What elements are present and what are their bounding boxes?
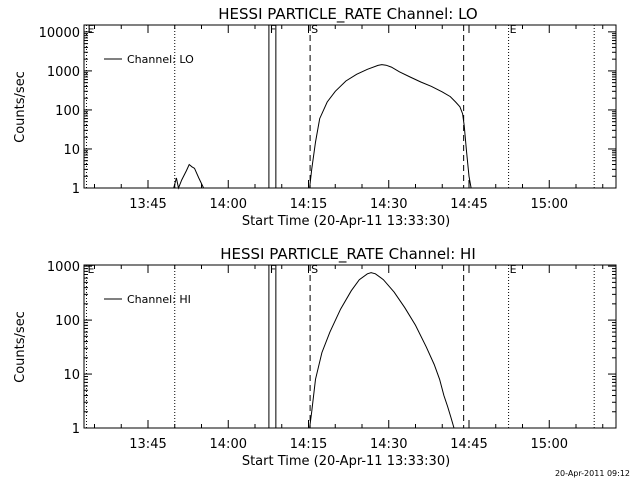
- x-tick-label: 14:30: [370, 437, 407, 452]
- x-tick-label: 15:00: [531, 437, 568, 452]
- y-tick-label: 10: [63, 143, 80, 158]
- event-marker-label: S: [311, 263, 318, 276]
- x-tick-label: 14:30: [370, 197, 407, 212]
- event-marker-label: E: [510, 23, 517, 36]
- series-line: [309, 64, 472, 189]
- timestamp-label: 20-Apr-2011 09:12: [554, 469, 630, 478]
- event-marker-label: E: [87, 23, 94, 36]
- y-tick-label: 100: [55, 104, 80, 119]
- x-tick-label: 14:00: [210, 197, 247, 212]
- y-tick-label: 1: [72, 182, 80, 197]
- y-tick-label: 10: [63, 368, 80, 383]
- y-tick-label: 1: [72, 422, 80, 437]
- chart-title: HESSI PARTICLE_RATE Channel: LO: [218, 5, 477, 24]
- event-marker-label: E: [510, 263, 517, 276]
- x-tick-label: 14:00: [210, 437, 247, 452]
- x-axis-label: Start Time (20-Apr-11 13:33:30): [242, 454, 450, 469]
- x-tick-label: 14:15: [290, 437, 327, 452]
- legend-label: Channel: HI: [127, 293, 191, 306]
- legend-label: Channel: LO: [127, 53, 194, 66]
- x-tick-label: 15:00: [531, 197, 568, 212]
- x-tick-label: 14:45: [450, 197, 487, 212]
- y-tick-label: 100: [55, 314, 80, 329]
- event-marker-label: S: [311, 23, 318, 36]
- plot-frame: [83, 24, 617, 189]
- y-axis-label: Counts/sec: [13, 71, 28, 143]
- x-tick-label: 13:45: [129, 437, 166, 452]
- y-tick-label: 1000: [47, 65, 80, 80]
- plot-frame: [83, 264, 617, 429]
- x-tick-label: 14:45: [450, 437, 487, 452]
- y-tick-label: 10000: [39, 26, 80, 41]
- chart-panel-lo: HESSI PARTICLE_RATE Channel: LO E F S E 13:…: [13, 5, 617, 229]
- event-marker-label: E: [87, 263, 94, 276]
- event-marker-label: F: [270, 263, 276, 276]
- chart-panel-hi: HESSI PARTICLE_RATE Channel: HI E F S E 13:…: [13, 245, 617, 469]
- series-line: [309, 272, 455, 429]
- event-marker-label: F: [270, 23, 276, 36]
- y-axis-label: Counts/sec: [13, 311, 28, 383]
- x-tick-label: 13:45: [129, 197, 166, 212]
- x-tick-label: 14:15: [290, 197, 327, 212]
- y-tick-label: 1000: [47, 260, 80, 275]
- x-axis-label: Start Time (20-Apr-11 13:33:30): [242, 214, 450, 229]
- series-line: [173, 163, 205, 190]
- chart-title: HESSI PARTICLE_RATE Channel: HI: [220, 245, 476, 264]
